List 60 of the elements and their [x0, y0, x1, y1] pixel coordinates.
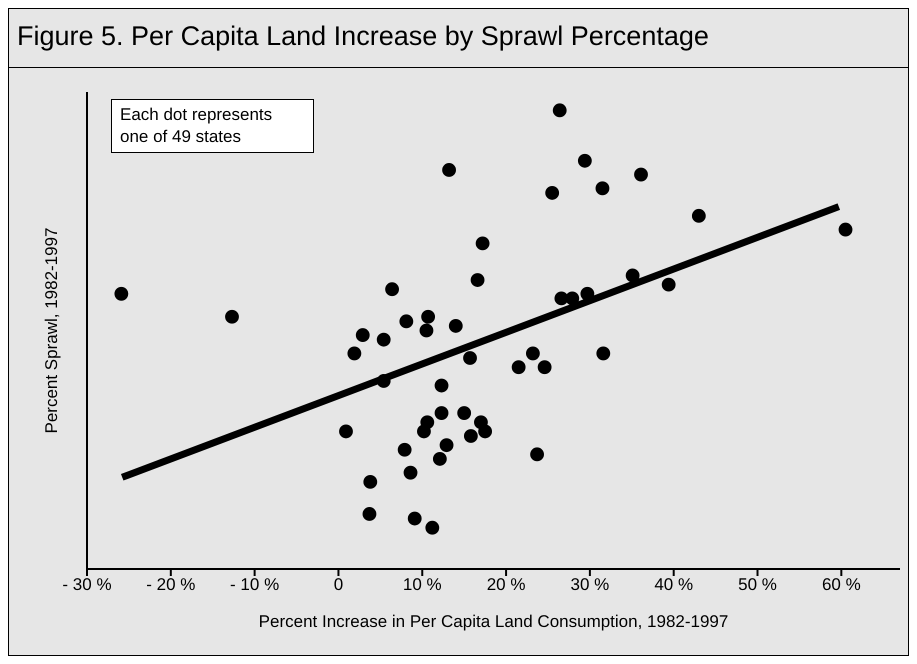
- point: [347, 346, 362, 360]
- point: [838, 222, 852, 236]
- point: [376, 332, 391, 347]
- point: [114, 286, 128, 301]
- x-tick-label: 20 %: [486, 575, 526, 594]
- point: [420, 324, 434, 338]
- point: [408, 512, 422, 526]
- x-tick-label: 50 %: [738, 575, 777, 594]
- annotation: Each dot represents one of 49 states: [111, 99, 314, 153]
- point: [463, 351, 477, 365]
- point: [530, 447, 544, 462]
- x-axis-title: Percent Increase in Per Capita Land Consumption, 1982-1997: [258, 612, 728, 631]
- point: [464, 429, 478, 443]
- point: [363, 474, 378, 489]
- point: [578, 154, 592, 168]
- point: [442, 163, 456, 177]
- point: [339, 424, 353, 438]
- point: [425, 520, 440, 535]
- x-tick-label: 40 %: [654, 575, 694, 594]
- point: [432, 452, 447, 466]
- point: [552, 103, 567, 118]
- point: [440, 438, 454, 452]
- x-tick-label: 0: [334, 575, 344, 594]
- point: [457, 406, 472, 420]
- point: [545, 186, 560, 200]
- point: [596, 346, 610, 360]
- point: [404, 466, 418, 480]
- point: [476, 236, 490, 250]
- point: [526, 346, 540, 360]
- point: [385, 282, 399, 296]
- point: [478, 424, 492, 438]
- point: [580, 286, 594, 301]
- point: [470, 273, 484, 287]
- x-tick-label: 60 %: [822, 575, 861, 594]
- point: [448, 319, 463, 333]
- point: [417, 424, 431, 438]
- point: [626, 268, 640, 282]
- chart-title: Figure 5. Per Capita Land Increase by Sprawl Percentage: [17, 21, 709, 52]
- point: [398, 442, 412, 457]
- y-axis-title: Percent Sprawl, 1982-1997: [42, 227, 62, 434]
- point: [634, 168, 648, 182]
- point: [662, 278, 676, 292]
- point: [399, 314, 414, 328]
- x-tick-label: 10 %: [402, 575, 442, 594]
- point: [356, 328, 370, 342]
- x-tick-label: - 10 %: [230, 575, 280, 594]
- point: [362, 507, 376, 521]
- point: [434, 406, 448, 420]
- point: [538, 360, 552, 374]
- point: [225, 310, 239, 324]
- x-tick-label: 30 %: [570, 575, 610, 594]
- point: [421, 310, 436, 324]
- x-tick-label: - 30 %: [62, 575, 112, 594]
- point: [434, 378, 448, 392]
- point: [596, 181, 610, 196]
- point: [692, 208, 706, 223]
- point: [554, 292, 568, 306]
- point: [512, 360, 526, 374]
- x-tick-label: - 20 %: [146, 575, 196, 594]
- point: [376, 374, 391, 388]
